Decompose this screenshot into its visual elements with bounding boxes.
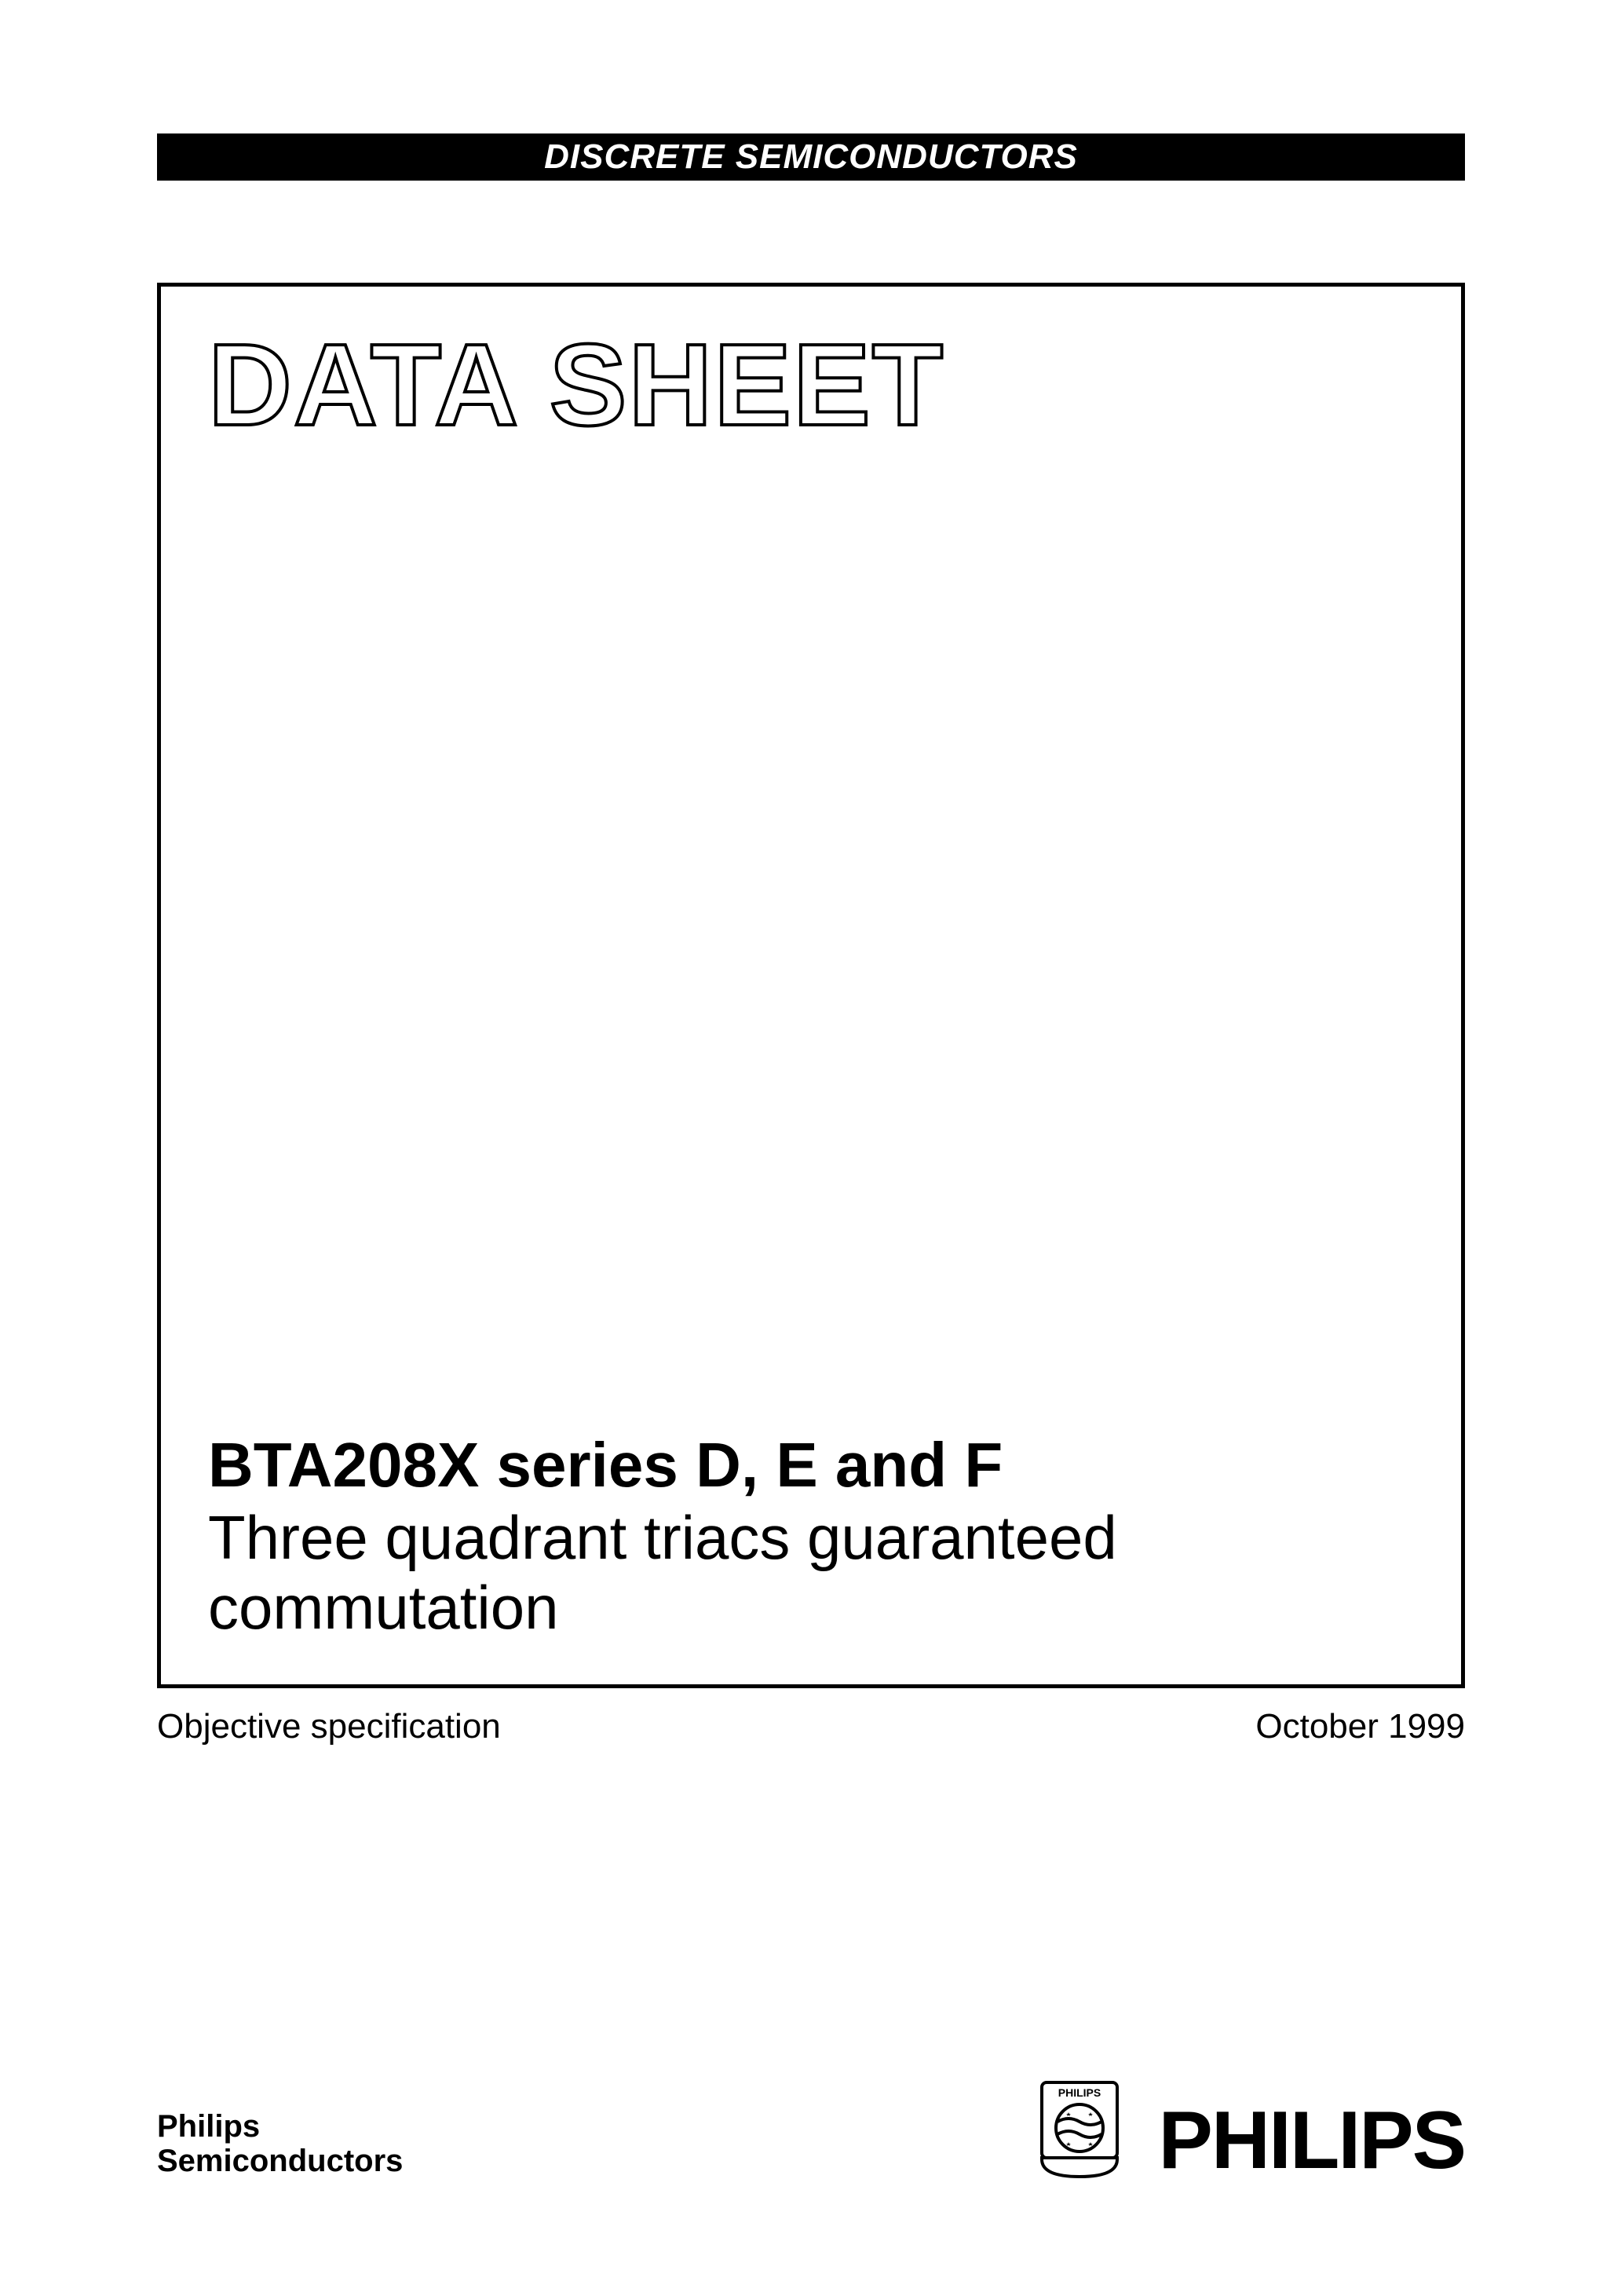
- category-text: DISCRETE SEMICONDUCTORS: [544, 137, 1078, 177]
- page-footer: Philips Semiconductors PHILIPS PHILIPS: [157, 2081, 1465, 2178]
- category-bar: DISCRETE SEMICONDUCTORS: [157, 133, 1465, 181]
- footer-company-line2: Semiconductors: [157, 2144, 403, 2178]
- footer-company-line1: Philips: [157, 2109, 403, 2144]
- footer-brand: PHILIPS PHILIPS: [1040, 2081, 1465, 2178]
- product-block: BTA208X series D, E and F Three quadrant…: [208, 1431, 1414, 1643]
- spec-date: October 1999: [1255, 1707, 1465, 1746]
- datasheet-box: DATA SHEET BTA208X series D, E and F Thr…: [157, 283, 1465, 1688]
- footer-company: Philips Semiconductors: [157, 2109, 403, 2178]
- datasheet-title: DATA SHEET: [208, 327, 1414, 444]
- product-description: Three quadrant triacs guaranteed commuta…: [208, 1503, 1414, 1643]
- spec-status: Objective specification: [157, 1707, 501, 1746]
- philips-wordmark: PHILIPS: [1158, 2104, 1465, 2178]
- philips-shield-icon: PHILIPS: [1040, 2081, 1119, 2178]
- page-content: DISCRETE SEMICONDUCTORS DATA SHEET BTA20…: [157, 133, 1465, 2178]
- below-box-row: Objective specification October 1999: [157, 1707, 1465, 1746]
- shield-label-text: PHILIPS: [1058, 2086, 1101, 2099]
- product-name: BTA208X series D, E and F: [208, 1431, 1414, 1500]
